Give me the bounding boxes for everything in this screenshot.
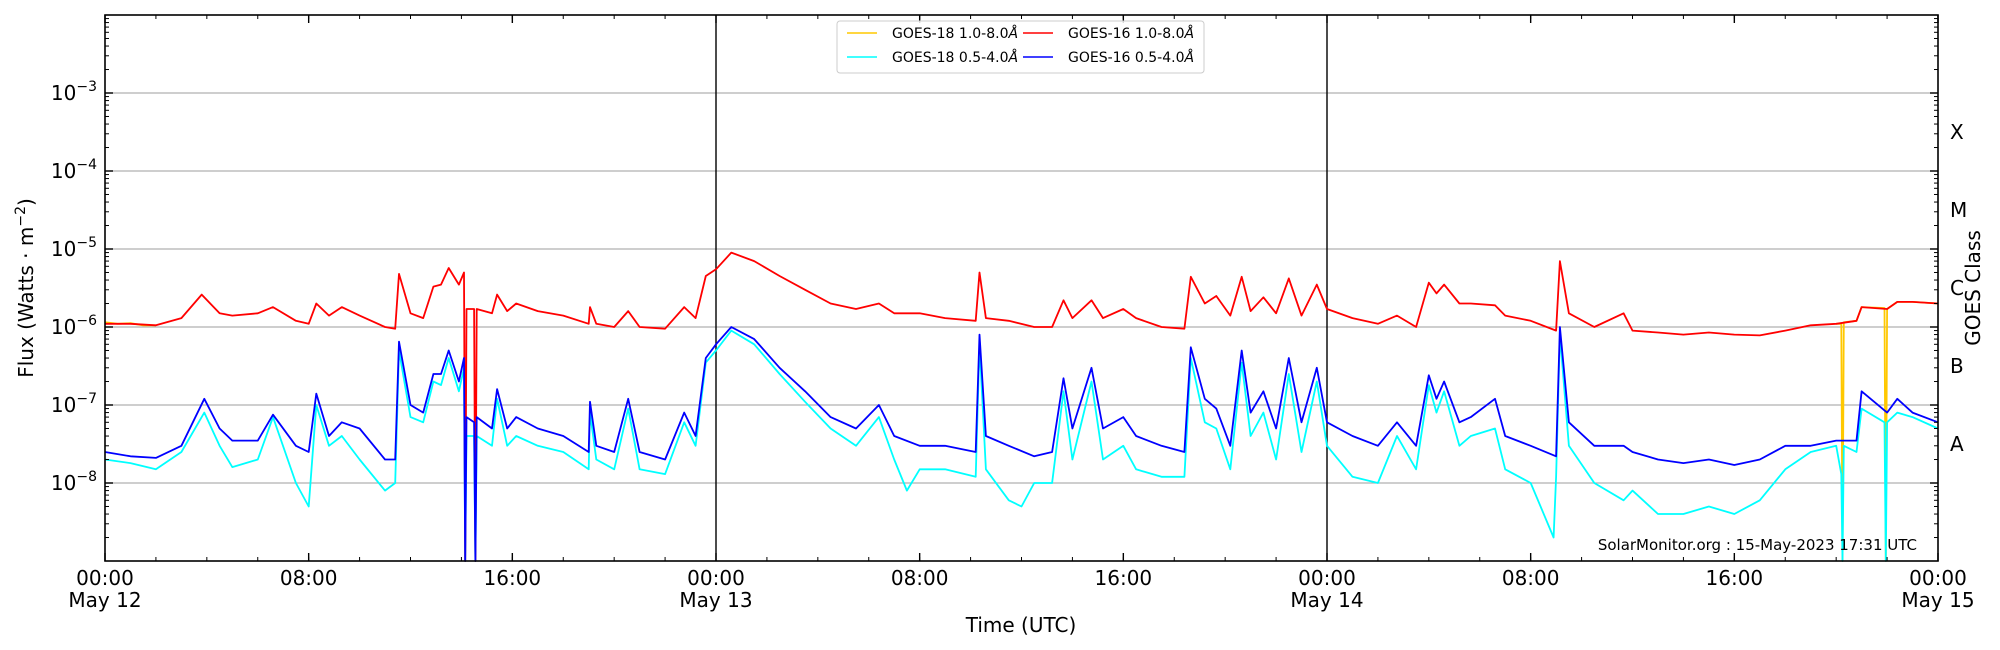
goes-class-label: C [1950, 276, 1964, 300]
goes-class-label: B [1950, 354, 1964, 378]
goes-class-label: A [1950, 432, 1964, 456]
axis-ticks [104, 15, 1939, 561]
x-tick-label: 08:00 [891, 566, 949, 590]
x-tick-date-label: May 14 [1290, 588, 1363, 612]
x-tick-label: 08:00 [280, 566, 338, 590]
goes-class-label: M [1950, 198, 1967, 222]
plot-background [105, 15, 1938, 561]
source-annotation: SolarMonitor.org : 15-May-2023 17:31 UTC [1598, 536, 1917, 554]
y-tick-label: 10−7 [51, 391, 97, 417]
y-axis-label: Flux (Watts · m−2) [13, 198, 38, 378]
right-axis-label: GOES Class [1961, 230, 1985, 346]
y-tick-label: 10−8 [51, 469, 97, 495]
x-tick-date-label: May 12 [68, 588, 141, 612]
legend: GOES-18 1.0-8.0Å GOES-16 1.0-8.0Å GOES-18 … [836, 20, 1205, 74]
legend-entry: GOES-18 0.5-4.0Å [892, 49, 1018, 66]
x-tick-label: 16:00 [1706, 566, 1764, 590]
legend-entry: GOES-18 1.0-8.0Å [892, 25, 1018, 42]
goes-class-labels: A B C M X [1950, 120, 1967, 456]
y-tick-label: 10−6 [51, 313, 97, 339]
series-line-goes-16-0-5-4-0- [104, 326, 1939, 562]
y-tick-label: 10−3 [51, 79, 97, 105]
x-tick-label: 16:00 [484, 566, 542, 590]
legend-box [836, 20, 1205, 74]
x-tick-label: 16:00 [1095, 566, 1153, 590]
legend-entry: GOES-16 1.0-8.0Å [1068, 25, 1194, 42]
y-tick-label: 10−5 [51, 235, 97, 261]
x-axis-label: Time (UTC) [965, 613, 1077, 637]
x-tick-label: 00:00 [76, 566, 134, 590]
series-line-goes-18-0-5-4-0- [104, 329, 1939, 562]
legend-entry: GOES-16 0.5-4.0Å [1068, 49, 1194, 66]
day-boundary-lines [715, 15, 1328, 561]
x-tick-date-label: May 13 [679, 588, 752, 612]
series-line-goes-16-1-0-8-0- [105, 251, 1939, 562]
goes-class-label: X [1950, 120, 1964, 144]
x-tick-label: 00:00 [1298, 566, 1356, 590]
series-lines [104, 251, 1939, 562]
y-tick-label: 10−4 [51, 157, 97, 183]
y-tick-labels: 10−8 10−7 10−6 10−5 10−4 10−3 [51, 79, 97, 495]
x-tick-label: 00:00 [1909, 566, 1967, 590]
x-tick-date-label: May 15 [1901, 588, 1974, 612]
x-tick-label: 00:00 [687, 566, 745, 590]
x-tick-label: 08:00 [1502, 566, 1560, 590]
